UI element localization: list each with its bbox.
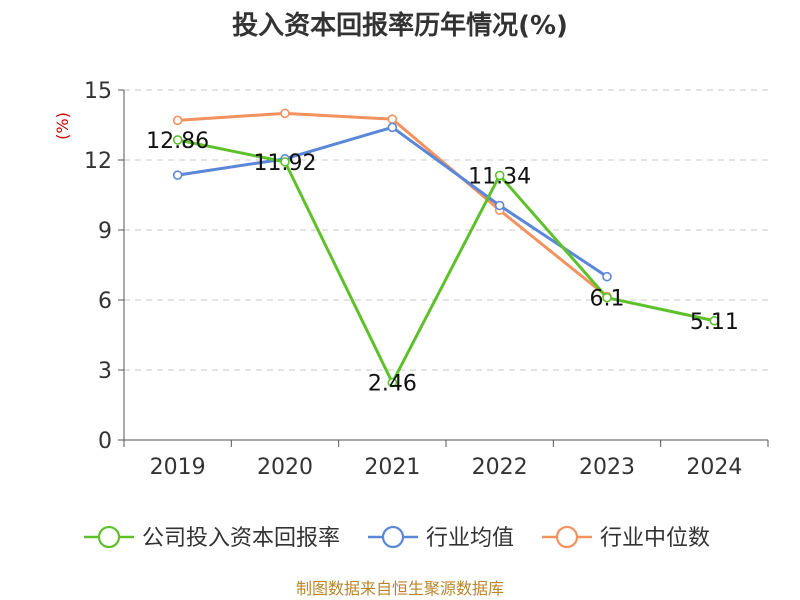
series-line (177, 138, 715, 385)
series-2 (172, 108, 612, 302)
series-line (177, 111, 608, 298)
legend-marker-icon (555, 525, 579, 549)
data-label-2019: 12.86 (146, 129, 209, 154)
legend[interactable]: 公司投入资本回报率 行业均值 行业中位数 (84, 525, 710, 551)
x-tick-label-2020: 2020 (257, 455, 313, 480)
data-point[interactable] (280, 108, 290, 119)
data-point[interactable] (280, 157, 290, 167)
data-point[interactable] (387, 377, 398, 388)
legend-label: 公司投入资本回报率 (142, 526, 340, 551)
legend-label: 行业中位数 (600, 526, 710, 551)
y-tick-label: 0 (98, 429, 112, 454)
data-labels: 12.86 11.92 2.46 11.34 6.1 5.11 (146, 129, 739, 397)
data-point[interactable] (602, 292, 612, 303)
y-tick-label: 15 (84, 79, 112, 104)
chart-title: 投入资本回报率历年情况(%) (232, 10, 568, 41)
data-point[interactable] (494, 200, 505, 211)
data-label-2024: 5.11 (690, 310, 739, 335)
y-tick-label: 3 (98, 359, 112, 384)
gridlines (124, 89, 768, 371)
legend-item-2[interactable]: 行业中位数 (542, 525, 710, 551)
data-point[interactable] (709, 315, 720, 326)
data-label-2020: 11.92 (254, 151, 317, 176)
data-label-2023: 6.1 (590, 287, 625, 312)
series-0 (172, 135, 720, 388)
y-tick-label: 6 (98, 289, 112, 314)
legend-label: 行业均值 (426, 526, 514, 551)
x-tick-label-2021: 2021 (364, 455, 420, 480)
y-tick-label: 9 (98, 219, 112, 244)
data-point[interactable] (387, 122, 398, 133)
series-line (177, 125, 608, 278)
y-tick-label: 12 (84, 149, 112, 174)
source-note: 制图数据来自恒生聚源数据库 (296, 579, 504, 598)
legend-marker-icon (97, 525, 121, 549)
y-axis-unit-label: (%) (53, 112, 72, 140)
legend-item-0[interactable]: 公司投入资本回报率 (84, 525, 340, 551)
legend-marker-icon (381, 525, 405, 549)
legend-item-1[interactable]: 行业均值 (368, 525, 514, 551)
series-1 (172, 122, 612, 282)
data-point[interactable] (494, 170, 505, 181)
x-tick-label-2019: 2019 (150, 455, 206, 480)
data-label-2021: 2.46 (368, 372, 417, 397)
data-point[interactable] (387, 114, 398, 124)
x-tick-label-2024: 2024 (686, 455, 742, 480)
series-lines (172, 108, 720, 388)
data-point[interactable] (602, 271, 612, 282)
x-tick-label-2023: 2023 (579, 455, 635, 480)
axes: 0 3 6 9 12 15 2019 2020 2021 2022 2023 2024 (84, 79, 769, 480)
data-point[interactable] (172, 170, 183, 180)
data-point[interactable] (172, 115, 183, 126)
x-tick-label-2022: 2022 (472, 455, 528, 480)
data-point[interactable] (172, 135, 183, 145)
data-label-2022: 11.34 (468, 164, 531, 189)
